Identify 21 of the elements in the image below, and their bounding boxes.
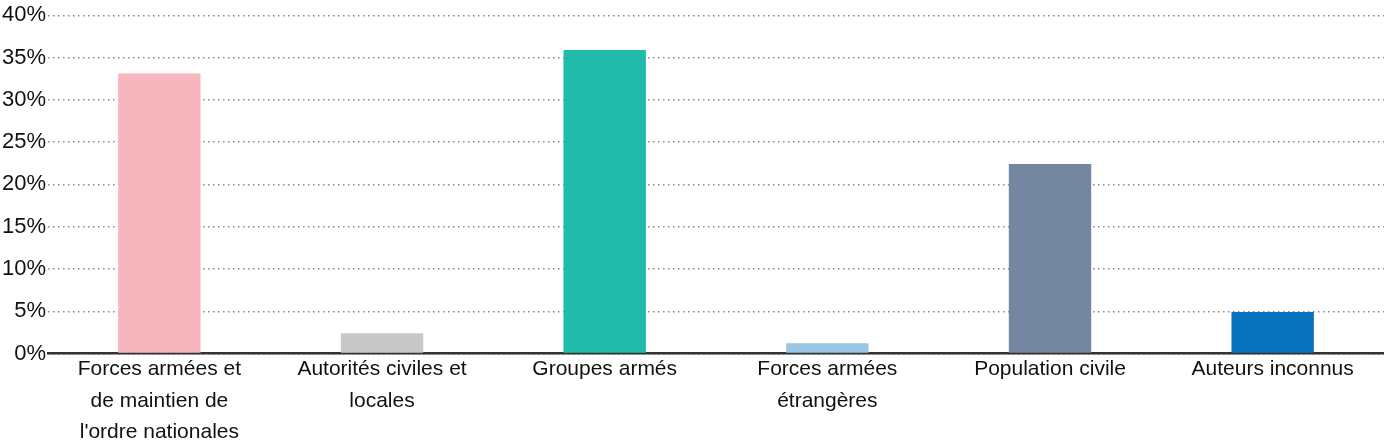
x-tick-label: Population civile <box>974 356 1126 380</box>
bar <box>1231 312 1314 353</box>
x-tick-label: Auteurs inconnus <box>1191 356 1354 380</box>
y-tick-label: 15% <box>1 212 47 238</box>
y-tick-label: 20% <box>1 170 47 196</box>
y-tick-label: 40% <box>1 1 47 27</box>
y-tick-label: 5% <box>14 297 47 323</box>
y-tick-label: 0% <box>14 339 47 365</box>
bar <box>340 333 424 353</box>
x-tick-label: Forces armées et de maintien de l'ordre nationales <box>77 356 242 443</box>
bar <box>786 343 869 353</box>
y-tick-label: 35% <box>1 43 47 69</box>
y-tick-label: 30% <box>1 85 47 111</box>
x-tick-label: Groupes armés <box>532 356 678 380</box>
bar <box>1008 164 1092 353</box>
x-tick-label: Autorités civiles et locales <box>297 356 467 411</box>
bar <box>563 49 646 353</box>
y-tick-label: 25% <box>1 128 47 154</box>
bar <box>118 73 201 353</box>
x-tick-label: Forces armées étrangères <box>757 356 898 411</box>
y-tick-label: 10% <box>1 254 47 280</box>
